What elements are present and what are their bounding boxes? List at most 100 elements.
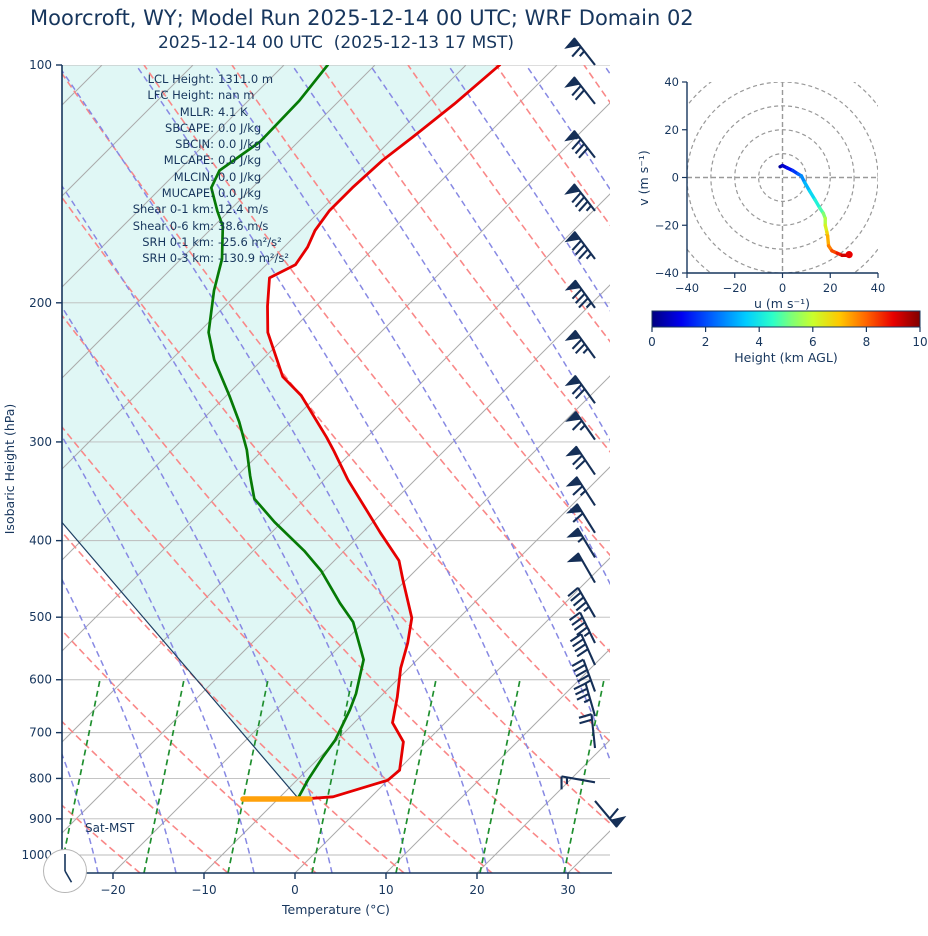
stat-row: MUCAPE: 0.0 J/kg [66, 185, 289, 201]
colorbar-label: Height (km AGL) [734, 350, 837, 365]
wind-barb-pennant [566, 503, 583, 514]
wind-barb [564, 37, 596, 66]
wind-barb-full [571, 338, 583, 350]
stat-value: 0.0 J/kg [218, 120, 262, 135]
x-axis-tick-label: 30 [560, 883, 575, 897]
hodograph-range-ring [734, 129, 831, 226]
wind-barb-full [571, 383, 583, 395]
hodograph-range-ring [758, 153, 807, 202]
mixing-ratio-line [62, 679, 101, 868]
wind-barb-pennant [564, 130, 581, 142]
hodograph-grid [687, 82, 878, 273]
stat-label: SBCIN: [175, 137, 214, 152]
dry-adiabat-line [848, 65, 928, 873]
wind-barb [564, 183, 596, 212]
wind-barb-pennant [565, 410, 582, 422]
wind-barb-full [569, 633, 582, 643]
wind-barb [566, 527, 596, 558]
wind-barb-full [573, 682, 587, 691]
wind-barb-full [573, 621, 586, 631]
wind-barb-half [583, 698, 591, 704]
stat-value: 0.0 J/kg [218, 153, 262, 168]
wind-barb [565, 476, 596, 506]
stat-value: nan m [218, 88, 255, 103]
wind-barb-full [579, 718, 593, 725]
stat-value: 0.0 J/kg [218, 186, 262, 201]
wind-barb [564, 279, 596, 309]
hodograph-x-tick-label: 40 [871, 281, 886, 295]
wind-barb-half [584, 679, 592, 685]
isotherm-line [294, 557, 610, 873]
moist-adiabat-line [760, 65, 928, 873]
hodograph-end-marker [845, 251, 853, 259]
dewpoint-profile-line [207, 65, 365, 800]
wind-barb-half [583, 631, 591, 638]
stat-label: SRH 0-3 km: [142, 251, 214, 266]
stat-value: 0.0 J/kg [218, 169, 262, 184]
mixing-ratio-line [479, 679, 521, 873]
moist-adiabat-line [838, 65, 928, 873]
wind-barb [567, 586, 596, 618]
wind-barb-full [576, 693, 590, 701]
isotherm-line [62, 193, 610, 743]
hodograph-y-tick-label: 40 [664, 75, 679, 89]
wind-barb-full [570, 591, 582, 602]
wind-barb-full [572, 596, 585, 607]
mixing-ratio-line [311, 679, 353, 873]
temperature-axis-label: Temperature (°C) [281, 902, 390, 917]
wind-barb [564, 231, 596, 260]
wind-barb-full [571, 658, 584, 667]
wind-barb-full [574, 343, 586, 355]
mixing-ratio-line [227, 679, 269, 873]
wind-barb-pennant [564, 279, 582, 291]
stat-label: MLCAPE: [163, 153, 214, 168]
wind-barb-pennant [564, 183, 581, 195]
dry-adiabat-line [760, 65, 928, 873]
skewt-background-lines [62, 65, 928, 873]
clock-day-label: Sat-MST [85, 821, 135, 835]
dry-adiabat-line [319, 65, 610, 453]
isotherm-line [112, 375, 610, 873]
y-axis-tick-label: 100 [29, 58, 52, 72]
page-subtitle: 2025-12-14 00 UTC (2025-12-13 17 MST) [157, 33, 515, 53]
stat-value: -25.6 m²/s² [218, 234, 282, 249]
isotherm-line [476, 739, 610, 873]
wind-barb [564, 76, 596, 105]
hodograph-v-axis-label: v (m s⁻¹) [636, 150, 651, 205]
wind-barb-pennant [564, 37, 581, 49]
x-axis-tick-label: 10 [378, 883, 393, 897]
isotherm-line [62, 65, 467, 470]
height-colorbar: 0 2 4 6 8 10 [648, 310, 928, 349]
stat-row: MLCIN: 0.0 J/kg [66, 169, 289, 185]
stat-row: MLCAPE: 0.0 J/kg [66, 152, 289, 168]
wind-barb-full [578, 713, 592, 719]
stat-row: Shear 0-1 km: 12.4 m/s [66, 201, 289, 217]
stat-label: MLCIN: [173, 169, 214, 184]
wind-barb-full [574, 388, 586, 400]
x-axis-tick-label: 20 [469, 883, 484, 897]
wind-barb-column [560, 37, 627, 828]
sounding-profiles [62, 65, 502, 802]
skewt-axes: 100 200 300 400 500 600 700 800 900 1000 −20 −10 0 10… [21, 58, 612, 897]
dry-adiabat-line [495, 65, 610, 227]
isotherm-line [62, 102, 610, 652]
wind-barb-full [571, 138, 582, 150]
wind-barb-full [577, 674, 590, 683]
stat-row: LCL Height: 1311.0 m [66, 71, 289, 87]
wind-barb-half [565, 777, 569, 785]
y-axis-tick-label: 200 [29, 296, 52, 310]
stat-label: LFC Height: [147, 88, 214, 103]
mixing-ratio-line [563, 679, 605, 873]
stat-label: Shear 0-6 km: [132, 218, 214, 233]
wind-barb-half [579, 489, 587, 497]
wind-barb-full [574, 244, 586, 256]
wind-barb [564, 329, 596, 359]
y-axis-tick-label: 500 [29, 610, 52, 624]
wind-barb-full [574, 643, 587, 653]
wind-barb [573, 682, 597, 717]
wind-barb [560, 775, 596, 790]
y-axis-tick-label: 900 [29, 812, 52, 826]
wind-barb-half [583, 606, 590, 612]
